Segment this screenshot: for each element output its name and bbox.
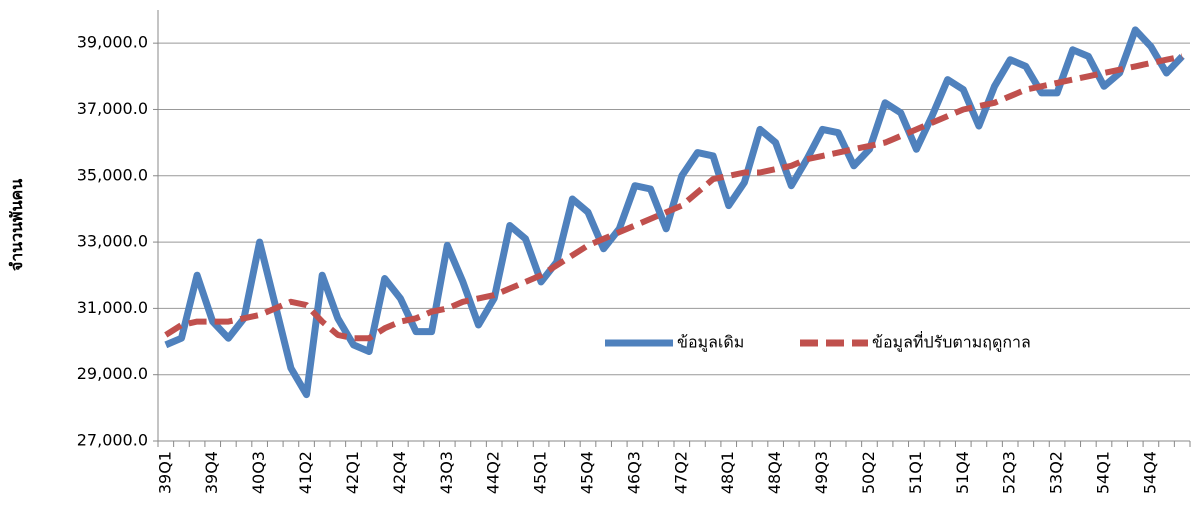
x-tick-label: 52Q3 — [1000, 451, 1019, 494]
y-tick-label: 27,000.0 — [77, 431, 148, 450]
x-tick-label: 44Q2 — [484, 451, 503, 494]
x-tick-label: 48Q1 — [718, 451, 737, 494]
y-axis-label: จำนวนพันคน — [7, 179, 26, 271]
legend-label: ข้อมูลที่ปรับตามฤดูกาล — [872, 331, 1031, 353]
x-tick-label: 50Q2 — [859, 451, 878, 494]
y-tick-label: 37,000.0 — [77, 99, 148, 118]
y-tick-label: 39,000.0 — [77, 33, 148, 52]
series-line — [164, 53, 1183, 342]
x-tick-label: 42Q4 — [390, 451, 409, 494]
x-tick-label: 51Q1 — [906, 451, 925, 494]
x-tick-label: 54Q1 — [1094, 451, 1113, 494]
series-line — [164, 26, 1185, 399]
y-tick-label: 33,000.0 — [77, 232, 148, 251]
x-tick-label: 48Q4 — [765, 451, 784, 494]
x-tick-label: 49Q3 — [812, 451, 831, 494]
x-tick-label: 41Q2 — [296, 451, 315, 494]
x-tick-label: 39Q1 — [155, 451, 174, 494]
x-tick-label: 45Q1 — [531, 451, 550, 494]
x-tick-label: 51Q4 — [953, 451, 972, 494]
x-tick-label: 46Q3 — [624, 451, 643, 494]
x-tick-label: 53Q2 — [1047, 451, 1066, 494]
y-tick-label: 31,000.0 — [77, 298, 148, 317]
legend-label: ข้อมูลเดิม — [677, 333, 744, 353]
x-tick-label: 43Q3 — [437, 451, 456, 494]
y-tick-label: 29,000.0 — [77, 364, 148, 383]
x-tick-label: 42Q1 — [343, 451, 362, 494]
x-tick-label: 47Q2 — [671, 451, 690, 494]
x-tick-label: 40Q3 — [249, 451, 268, 494]
x-tick-label: 54Q4 — [1140, 451, 1159, 494]
x-tick-label: 45Q4 — [578, 451, 597, 494]
x-tick-label: 39Q4 — [202, 451, 221, 494]
y-tick-label: 35,000.0 — [77, 165, 148, 184]
